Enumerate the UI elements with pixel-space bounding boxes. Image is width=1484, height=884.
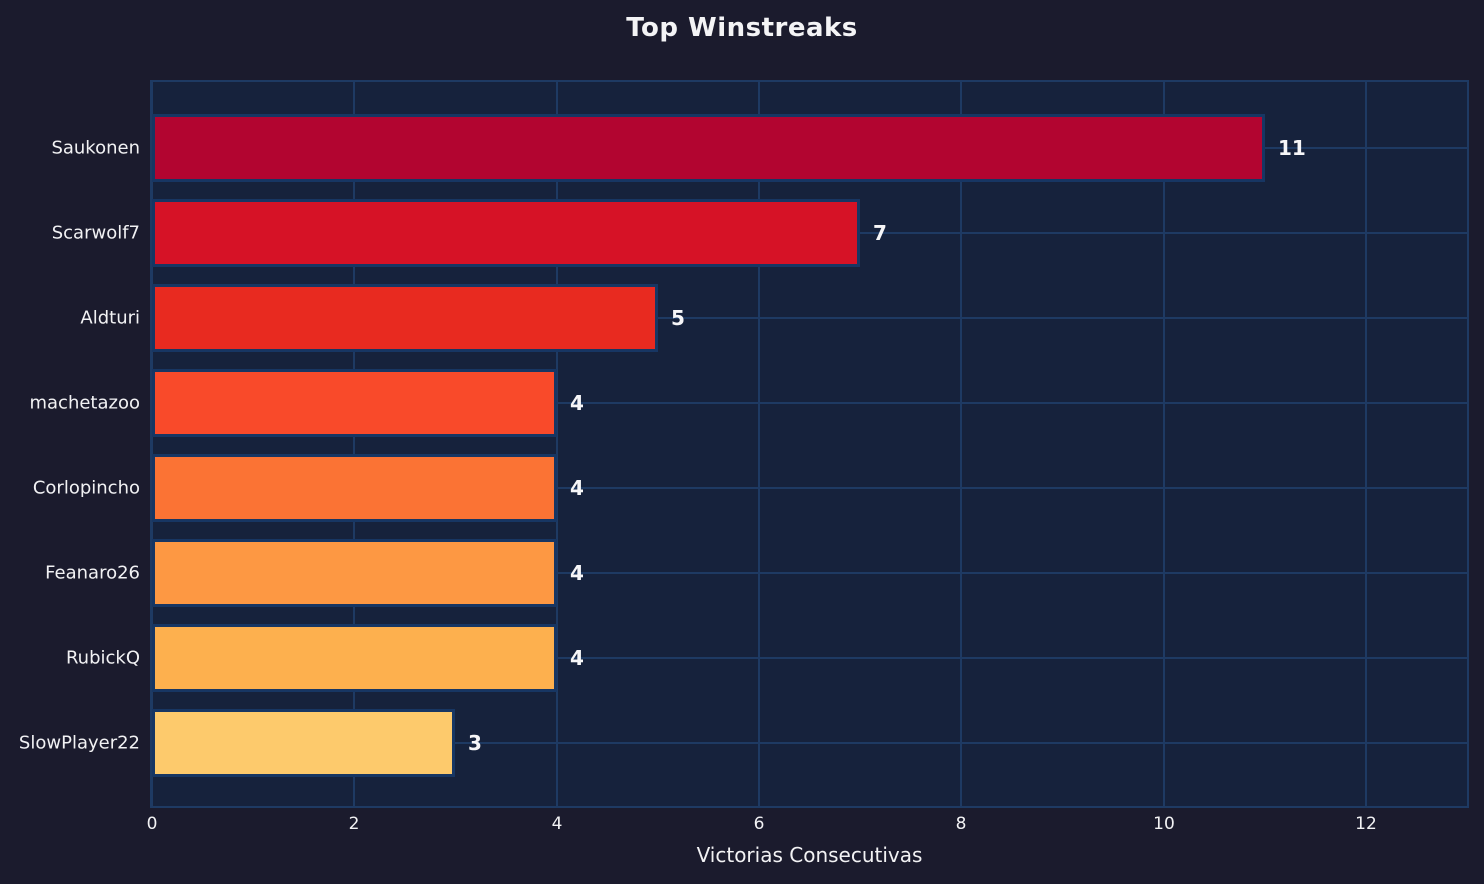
gridline-vertical bbox=[556, 82, 558, 806]
x-tick-label: 8 bbox=[955, 814, 967, 834]
y-axis-label: machetazoo bbox=[29, 392, 140, 414]
y-axis-label: Aldturi bbox=[80, 307, 140, 329]
bar-saukonen bbox=[152, 114, 1265, 182]
bar-rubickq bbox=[152, 624, 557, 692]
bar-value-label: 5 bbox=[671, 306, 685, 330]
y-axis-label: RubickQ bbox=[65, 647, 140, 669]
gridline-horizontal bbox=[152, 742, 1467, 744]
y-axis-label: Corlopincho bbox=[32, 477, 140, 499]
bar-value-label: 4 bbox=[570, 391, 584, 415]
bar-value-label: 4 bbox=[570, 476, 584, 500]
x-tick-label: 4 bbox=[551, 814, 563, 834]
gridline-vertical bbox=[960, 82, 962, 806]
bar-slowplayer22 bbox=[152, 709, 455, 777]
bar-feanaro26 bbox=[152, 539, 557, 607]
gridline-horizontal bbox=[152, 487, 1467, 489]
y-axis-label: Saukonen bbox=[51, 137, 140, 159]
x-axis-label: Victorias Consecutivas bbox=[696, 843, 923, 867]
x-tick-label: 10 bbox=[1153, 814, 1175, 834]
x-tick-label: 6 bbox=[753, 814, 765, 834]
bar-scarwolf7 bbox=[152, 199, 860, 267]
gridline-horizontal bbox=[152, 572, 1467, 574]
bar-value-label: 7 bbox=[873, 221, 887, 245]
gridline-horizontal bbox=[152, 402, 1467, 404]
bar-value-label: 4 bbox=[570, 561, 584, 585]
gridline-vertical bbox=[1365, 82, 1367, 806]
bar-aldturi bbox=[152, 284, 658, 352]
gridline-vertical bbox=[152, 82, 153, 806]
plot-inner: 11 7 5 4 4 4 4 3 bbox=[152, 82, 1467, 806]
chart-title: Top Winstreaks bbox=[626, 13, 858, 43]
y-axis-label: Feanaro26 bbox=[45, 562, 140, 584]
bar-value-label: 4 bbox=[570, 646, 584, 670]
gridline-vertical bbox=[1163, 82, 1165, 806]
x-tick-label: 0 bbox=[146, 814, 158, 834]
x-tick-label: 2 bbox=[348, 814, 360, 834]
y-axis-label: Scarwolf7 bbox=[51, 222, 140, 244]
gridline-horizontal bbox=[152, 317, 1467, 319]
plot-area: 11 7 5 4 4 4 4 3 bbox=[150, 80, 1469, 808]
bar-machetazoo bbox=[152, 369, 557, 437]
bar-value-label: 3 bbox=[468, 731, 482, 755]
bar-value-label: 11 bbox=[1278, 136, 1306, 160]
gridline-horizontal bbox=[152, 657, 1467, 659]
x-tick-label: 12 bbox=[1355, 814, 1377, 834]
y-axis-label: SlowPlayer22 bbox=[18, 732, 140, 754]
bar-corlopincho bbox=[152, 454, 557, 522]
gridline-vertical bbox=[353, 82, 355, 806]
gridline-vertical bbox=[758, 82, 760, 806]
